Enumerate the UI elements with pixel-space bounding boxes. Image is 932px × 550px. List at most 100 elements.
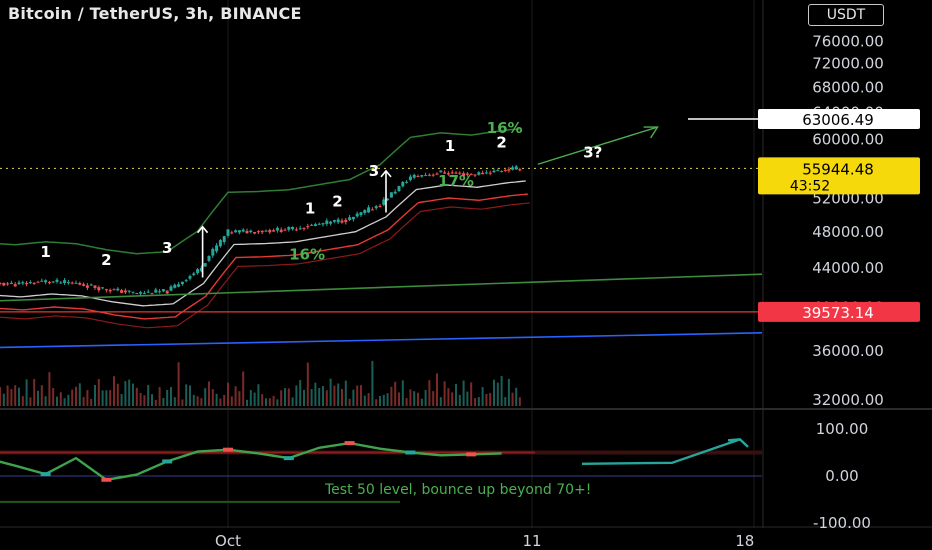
volume-bar — [37, 390, 39, 406]
candle-body — [146, 291, 150, 293]
candle-body — [405, 181, 409, 183]
candle-body — [123, 290, 127, 293]
candle-body — [36, 281, 40, 283]
wave-label: 1 — [40, 243, 50, 261]
volume-bar — [67, 394, 70, 406]
oscillator-axis[interactable]: 100.00 0.00 -100.00 — [813, 420, 871, 532]
volume-bar — [310, 389, 313, 406]
volume-bar — [507, 378, 510, 406]
volume-bar — [90, 398, 93, 406]
volume-bar — [75, 386, 77, 406]
oscillator-marker — [283, 456, 294, 461]
upper-band-line — [0, 128, 520, 255]
candle-body — [70, 282, 74, 284]
volume-bar — [139, 392, 142, 406]
candle-body — [348, 217, 352, 221]
volume-bar — [162, 398, 165, 406]
candle-body — [325, 220, 329, 224]
candle-body — [25, 282, 29, 285]
candle-body — [370, 209, 374, 211]
volume-bar — [474, 398, 476, 406]
candle-body — [207, 255, 211, 261]
volume-bar — [291, 397, 294, 406]
candle-body — [427, 174, 431, 176]
candle-body — [374, 206, 378, 209]
candle-body — [203, 263, 207, 267]
candle-body — [469, 174, 473, 176]
candle-body — [256, 231, 260, 233]
volume-bar — [124, 381, 127, 406]
volume-bar — [518, 397, 521, 406]
target-price-label: 63006.49 — [802, 111, 874, 129]
volume-bar — [253, 392, 256, 406]
volume-bar — [166, 389, 169, 406]
candle-body — [173, 284, 177, 288]
volume-bar — [230, 396, 233, 406]
volume-bar — [287, 388, 290, 406]
volume-bar — [455, 383, 457, 406]
volume-bar — [189, 385, 191, 406]
candle-body — [13, 284, 17, 287]
volume-bar — [515, 387, 518, 406]
candle-body — [389, 192, 393, 198]
candle-body — [298, 228, 302, 230]
candle-body — [393, 191, 397, 194]
candle-body — [85, 285, 89, 288]
volume-bar — [208, 381, 210, 406]
volume-bar — [18, 387, 20, 406]
volume-bar — [295, 385, 298, 406]
candle-body — [462, 173, 466, 176]
volume-bar — [249, 390, 252, 406]
candle-body — [458, 172, 462, 174]
volume-bar — [401, 380, 404, 406]
oscillator-marker — [162, 459, 173, 464]
candle-body — [313, 224, 317, 227]
oscillator-marker — [405, 450, 416, 455]
price-tick-label: 44000.00 — [812, 259, 884, 277]
candle-body — [82, 284, 86, 286]
volume-bar — [496, 382, 499, 406]
candle-body — [260, 230, 264, 233]
candle-body — [253, 232, 257, 234]
volume-bar — [219, 398, 222, 406]
candle-body — [234, 230, 238, 233]
volume-bar — [71, 389, 74, 406]
candle-body — [47, 282, 51, 284]
candle-body — [363, 210, 367, 214]
candle-body — [104, 289, 108, 291]
candle-body — [484, 172, 488, 174]
price-axis[interactable]: 80000.0076000.0072000.0068000.0064000.00… — [812, 11, 884, 409]
candle-body — [222, 236, 226, 243]
currency-button[interactable]: USDT — [808, 4, 884, 26]
volume-bar — [451, 392, 454, 406]
volume-bar — [303, 389, 305, 406]
volume-bar — [511, 392, 514, 406]
volume-bar — [306, 362, 309, 406]
candle-body — [302, 227, 306, 229]
candle-body — [496, 170, 500, 172]
time-axis[interactable]: Oct 11 18 — [215, 532, 754, 550]
volume-bar — [371, 360, 374, 406]
candle-body — [507, 169, 511, 171]
candle-body — [264, 230, 268, 232]
volume-bar — [348, 398, 351, 406]
candle-body — [17, 282, 21, 285]
wave-annotations: 1 231 231 23?16%16%17% — [40, 119, 602, 269]
oscillator-marker — [466, 452, 477, 457]
volume-bar — [367, 393, 370, 406]
time-tick-label: 11 — [522, 532, 541, 550]
volume-bar — [314, 382, 317, 406]
volume-bar — [173, 397, 176, 406]
volume-bar — [97, 378, 100, 406]
candle-body — [439, 170, 443, 173]
volume-bar — [424, 389, 427, 406]
volume-bar — [10, 389, 13, 406]
countdown-label: 43:52 — [790, 178, 830, 194]
oscillator-pane: Test 50 level, bounce up beyond 70+! — [0, 437, 762, 503]
volume-bar — [113, 376, 115, 406]
volume-bar — [485, 393, 488, 406]
volume-bar — [181, 399, 184, 406]
candle-body — [378, 205, 382, 207]
volume-bar — [405, 398, 408, 406]
